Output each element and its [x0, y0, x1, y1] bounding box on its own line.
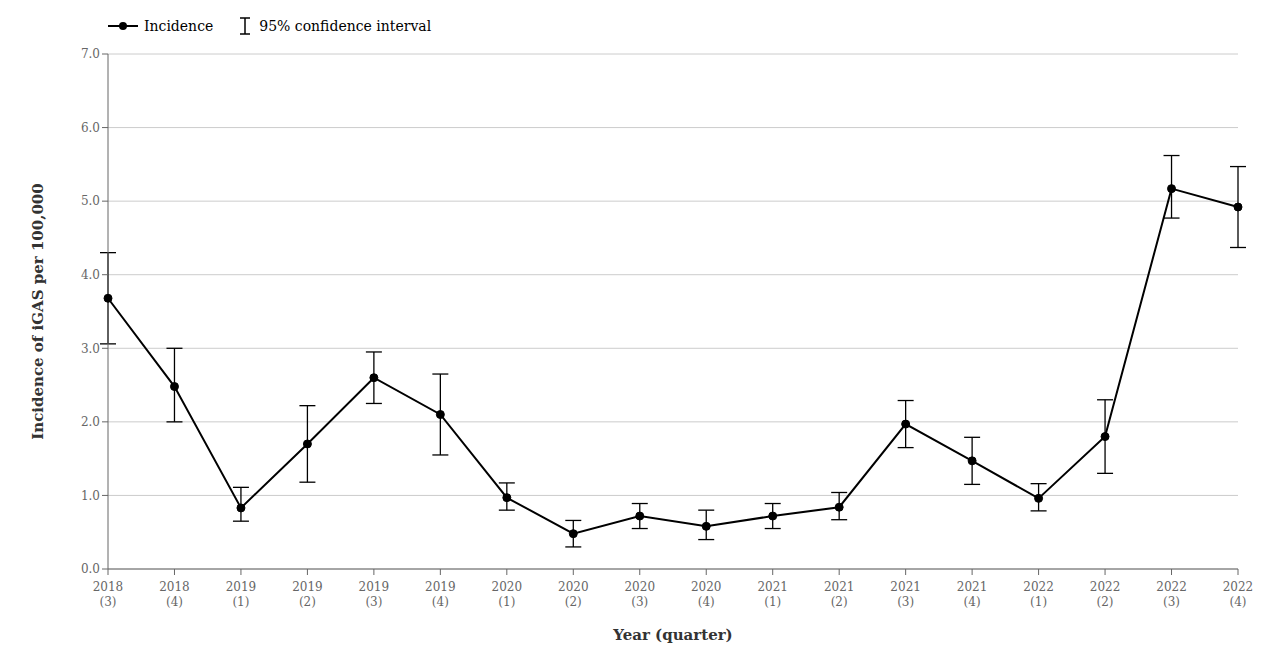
svg-text:2020(4): 2020(4): [691, 580, 722, 609]
svg-text:1.0: 1.0: [81, 489, 100, 503]
svg-text:2021(3): 2021(3): [890, 580, 921, 609]
svg-text:2022(2): 2022(2): [1090, 580, 1121, 609]
svg-text:6.0: 6.0: [81, 121, 100, 135]
svg-text:2019(2): 2019(2): [292, 580, 323, 609]
svg-text:5.0: 5.0: [81, 194, 100, 208]
html-text:95% confidence interval: 95% confidence interval: [259, 18, 432, 34]
svg-text:0.0: 0.0: [81, 562, 100, 576]
svg-text:2021(1): 2021(1): [757, 580, 788, 609]
svg-text:2020(1): 2020(1): [492, 580, 523, 609]
svg-text:Incidence of iGAS per 100,000: Incidence of iGAS per 100,000: [29, 183, 47, 439]
svg-text:2018(3): 2018(3): [93, 580, 124, 609]
svg-text:2022(1): 2022(1): [1023, 580, 1054, 609]
svg-text:Year (quarter): Year (quarter): [612, 626, 732, 644]
svg-text:2022(4): 2022(4): [1223, 580, 1254, 609]
svg-text:2020(3): 2020(3): [624, 580, 655, 609]
svg-text:2019(4): 2019(4): [425, 580, 456, 609]
svg-text:2021(2): 2021(2): [824, 580, 855, 609]
svg-text:2019(3): 2019(3): [359, 580, 390, 609]
svg-text:3.0: 3.0: [81, 342, 100, 356]
svg-text:2.0: 2.0: [81, 415, 100, 429]
svg-text:2019(1): 2019(1): [226, 580, 257, 609]
svg-text:2022(3): 2022(3): [1156, 580, 1187, 609]
svg-text:2021(4): 2021(4): [957, 580, 988, 609]
svg-text:2020(2): 2020(2): [558, 580, 589, 609]
html-text:Incidence: Incidence: [144, 18, 214, 34]
svg-text:7.0: 7.0: [81, 47, 100, 61]
svg-text:4.0: 4.0: [81, 268, 100, 282]
svg-text:2018(4): 2018(4): [159, 580, 190, 609]
